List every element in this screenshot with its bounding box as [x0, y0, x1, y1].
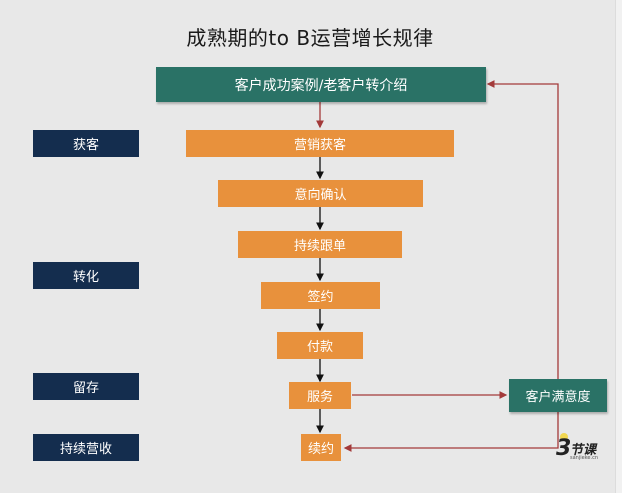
funnel-payment: 付款	[277, 332, 363, 359]
funnel-signing: 签约	[261, 282, 380, 309]
funnel-intent-confirmation: 意向确认	[218, 180, 423, 207]
logo-text: 节课	[570, 443, 597, 458]
diagram-title: 成熟期的to B运营增长规律	[186, 26, 434, 50]
funnel-follow-up: 持续跟单	[238, 231, 402, 258]
stage-acquisition: 获客	[33, 130, 139, 157]
stage-recurring-revenue: 持续营收	[33, 434, 139, 461]
logo-dot-icon	[560, 433, 568, 441]
funnel-renewal: 续约	[301, 434, 341, 461]
funnel-service: 服务	[289, 382, 351, 409]
stage-conversion: 转化	[33, 262, 139, 289]
watermark-logo: 3 节课 sanjieke.cn	[556, 433, 616, 466]
funnel-marketing-acquisition: 营销获客	[186, 130, 454, 157]
stage-retention: 留存	[33, 373, 139, 400]
customer-satisfaction-box: 客户满意度	[509, 379, 607, 412]
frame-edge	[615, 0, 622, 493]
referral-box: 客户成功案例/老客户转介绍	[156, 67, 486, 102]
logo-url: sanjieke.cn	[570, 455, 598, 461]
logo-number: 3	[556, 436, 572, 461]
